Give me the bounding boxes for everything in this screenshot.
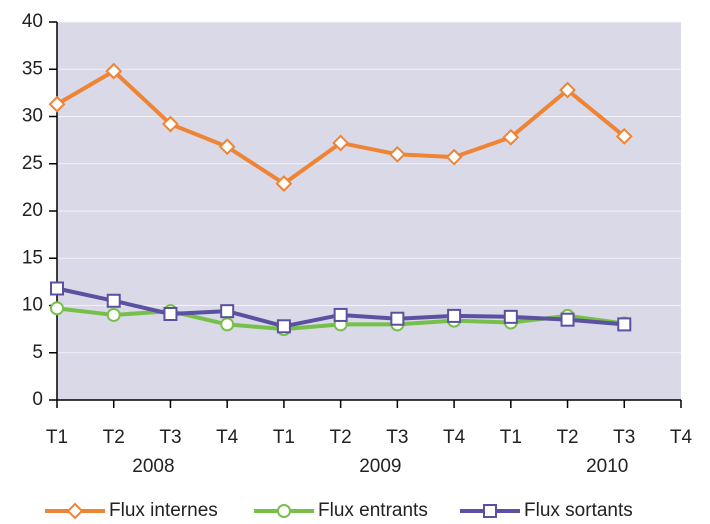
x-tick-label: T1 bbox=[273, 427, 295, 448]
marker bbox=[218, 138, 236, 156]
marker bbox=[447, 308, 462, 323]
marker bbox=[275, 175, 293, 193]
x-tick-label: T3 bbox=[613, 427, 635, 448]
marker bbox=[277, 504, 291, 518]
marker bbox=[617, 317, 632, 332]
x-tick-label: T2 bbox=[556, 427, 578, 448]
marker bbox=[503, 309, 518, 324]
x-tick-label: T2 bbox=[103, 427, 125, 448]
y-tick-label: 15 bbox=[22, 247, 43, 268]
marker bbox=[390, 311, 405, 326]
x-tick-label: T4 bbox=[216, 427, 239, 448]
marker bbox=[66, 502, 84, 520]
y-tick-label: 5 bbox=[32, 342, 43, 363]
x-tick-label: T4 bbox=[443, 427, 466, 448]
y-tick-label: 35 bbox=[22, 58, 43, 79]
marker bbox=[50, 281, 64, 296]
y-tick-label: 0 bbox=[32, 389, 43, 410]
legend-label: Flux entrants bbox=[318, 500, 428, 521]
x-group-label: 2008 bbox=[132, 456, 174, 477]
x-tick-label: T3 bbox=[159, 427, 181, 448]
x-group-label: 2009 bbox=[359, 456, 401, 477]
y-tick-label: 10 bbox=[22, 295, 43, 316]
y-tick-label: 30 bbox=[22, 106, 43, 127]
marker bbox=[388, 145, 406, 163]
marker bbox=[559, 81, 576, 99]
marker bbox=[333, 307, 348, 322]
legend-item: Flux sortants bbox=[460, 500, 633, 521]
marker bbox=[445, 148, 463, 166]
marker bbox=[502, 128, 520, 146]
marker bbox=[50, 301, 64, 316]
legend-item: Flux entrants bbox=[254, 500, 428, 521]
y-tick-label: 20 bbox=[22, 200, 43, 221]
marker bbox=[615, 127, 633, 145]
marker bbox=[483, 504, 497, 518]
marker bbox=[163, 307, 178, 322]
x-tick-label: T1 bbox=[46, 427, 68, 448]
marker bbox=[48, 95, 66, 113]
marker bbox=[332, 134, 350, 152]
x-tick-label: T4 bbox=[670, 427, 693, 448]
legend-label: Flux sortants bbox=[524, 500, 633, 521]
marker bbox=[106, 307, 121, 322]
marker bbox=[106, 293, 121, 308]
marker bbox=[560, 312, 575, 327]
x-group-label: 2010 bbox=[586, 456, 628, 477]
x-tick-label: T2 bbox=[330, 427, 352, 448]
marker bbox=[162, 115, 179, 133]
x-tick-label: T3 bbox=[386, 427, 408, 448]
marker bbox=[105, 62, 123, 80]
marker bbox=[220, 317, 235, 332]
y-tick-label: 40 bbox=[22, 11, 43, 32]
legend-label: Flux internes bbox=[109, 500, 218, 521]
marker bbox=[276, 319, 291, 334]
x-tick-label: T1 bbox=[500, 427, 522, 448]
y-tick-label: 25 bbox=[22, 153, 43, 174]
marker bbox=[220, 304, 235, 319]
legend-item: Flux internes bbox=[45, 500, 218, 521]
